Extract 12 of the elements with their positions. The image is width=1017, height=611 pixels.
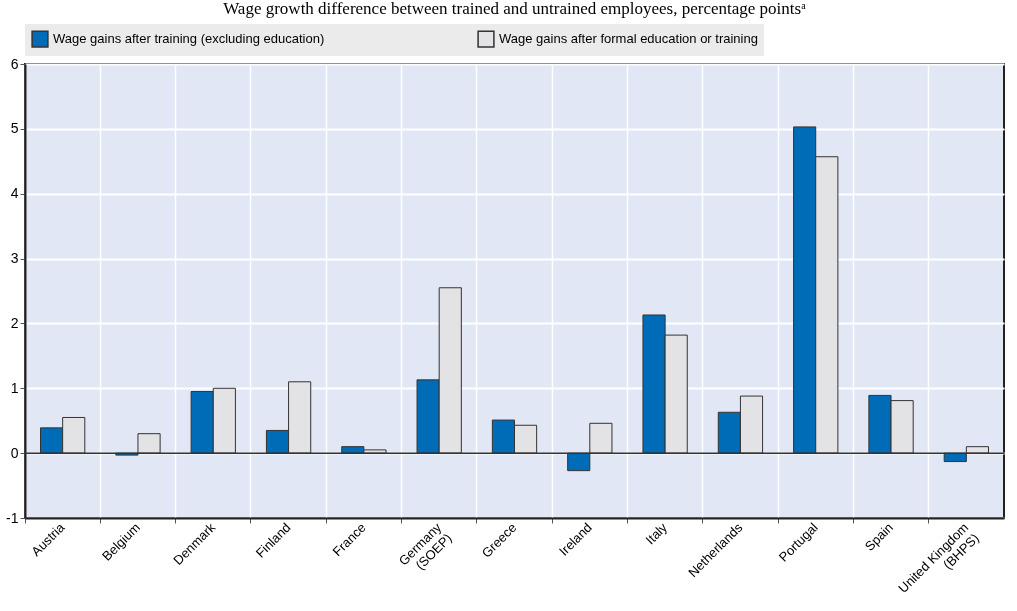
y-tick-label: 1	[10, 379, 19, 396]
y-tick-label: 4	[10, 185, 19, 202]
x-tick-label: Italy	[642, 519, 671, 548]
y-tick-label: 2	[10, 314, 19, 331]
y-tick-label: -1	[6, 509, 19, 526]
y-tick-label: 0	[10, 444, 19, 461]
chart-subtitle: Wage growth difference between trained and untrained employees, percentage pointsᵃ	[223, 0, 807, 18]
legend-label: Wage gains after formal education or training	[499, 31, 758, 47]
y-tick-label: 3	[10, 250, 19, 267]
y-tick-label: 5	[10, 120, 19, 137]
legend-label: Wage gains after training (excluding education)	[53, 31, 325, 47]
y-tick-label: 6	[10, 55, 19, 72]
